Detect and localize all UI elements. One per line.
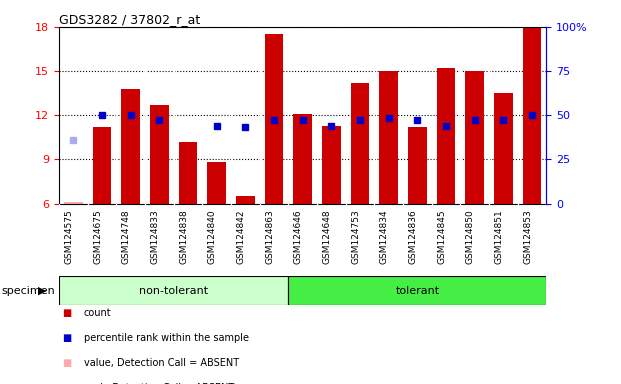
Text: GSM124851: GSM124851 xyxy=(494,209,504,264)
Bar xyxy=(379,71,398,204)
Bar xyxy=(408,127,427,204)
Text: ■: ■ xyxy=(62,308,71,318)
Bar xyxy=(265,34,283,204)
Text: GSM124840: GSM124840 xyxy=(207,209,217,264)
Bar xyxy=(466,71,484,204)
Bar xyxy=(207,162,226,204)
Text: count: count xyxy=(84,308,111,318)
Bar xyxy=(322,126,341,204)
Bar xyxy=(288,276,546,305)
Text: GDS3282 / 37802_r_at: GDS3282 / 37802_r_at xyxy=(59,13,200,26)
Bar xyxy=(494,93,513,204)
Text: GSM124853: GSM124853 xyxy=(523,209,532,264)
Bar xyxy=(523,28,542,204)
Text: GSM124863: GSM124863 xyxy=(265,209,274,264)
Text: ▶: ▶ xyxy=(38,286,47,296)
Text: GSM124838: GSM124838 xyxy=(179,209,188,264)
Text: GSM124850: GSM124850 xyxy=(466,209,475,264)
Bar xyxy=(437,68,455,204)
Text: rank, Detection Call = ABSENT: rank, Detection Call = ABSENT xyxy=(84,383,234,384)
Bar xyxy=(179,142,197,204)
Text: ■: ■ xyxy=(62,358,71,368)
Text: GSM124834: GSM124834 xyxy=(380,209,389,264)
Text: GSM124675: GSM124675 xyxy=(93,209,102,264)
Text: ■: ■ xyxy=(62,383,71,384)
Bar xyxy=(64,202,83,204)
Text: GSM124646: GSM124646 xyxy=(294,209,303,264)
Text: value, Detection Call = ABSENT: value, Detection Call = ABSENT xyxy=(84,358,239,368)
Bar xyxy=(59,276,288,305)
Bar xyxy=(150,105,169,204)
Text: GSM124753: GSM124753 xyxy=(351,209,360,264)
Bar xyxy=(236,196,255,204)
Text: GSM124648: GSM124648 xyxy=(322,209,332,264)
Bar xyxy=(93,127,111,204)
Text: GSM124748: GSM124748 xyxy=(122,209,130,264)
Text: specimen: specimen xyxy=(1,286,55,296)
Text: GSM124842: GSM124842 xyxy=(237,209,245,264)
Text: percentile rank within the sample: percentile rank within the sample xyxy=(84,333,249,343)
Bar xyxy=(121,89,140,204)
Text: GSM124575: GSM124575 xyxy=(65,209,73,264)
Text: ■: ■ xyxy=(62,333,71,343)
Text: GSM124845: GSM124845 xyxy=(437,209,446,264)
Text: GSM124833: GSM124833 xyxy=(150,209,160,264)
Text: tolerant: tolerant xyxy=(396,286,440,296)
Bar xyxy=(351,83,369,204)
Bar xyxy=(293,114,312,204)
Text: GSM124836: GSM124836 xyxy=(409,209,417,264)
Text: non-tolerant: non-tolerant xyxy=(139,286,208,296)
